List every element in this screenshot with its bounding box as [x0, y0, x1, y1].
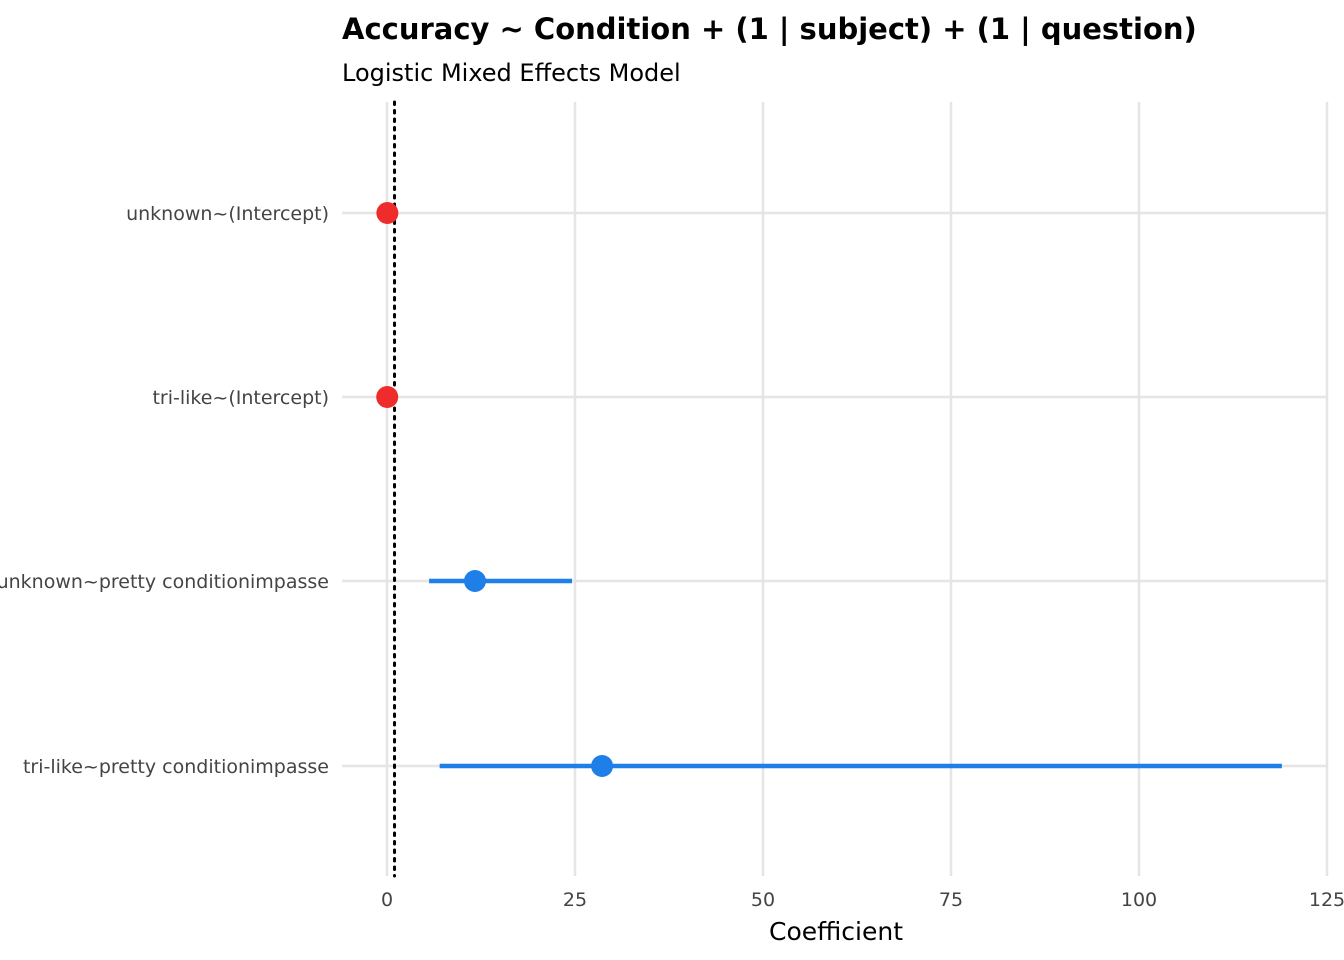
estimate-point	[376, 202, 399, 224]
y-tick-label: tri-like~(Intercept)	[152, 387, 329, 409]
chart-subtitle: Logistic Mixed Effects Model	[342, 59, 681, 87]
estimate-point	[376, 386, 399, 408]
x-tick-label: 100	[1121, 889, 1157, 911]
grid-layer	[342, 102, 1329, 876]
chart-title: Accuracy ~ Condition + (1 | subject) + (…	[342, 12, 1197, 46]
x-tick-label: 125	[1309, 889, 1344, 911]
y-tick-label: tri-like~pretty conditionimpasse	[23, 756, 329, 778]
x-tick-label: 0	[381, 889, 393, 911]
x-tick-labels: 0 25 50 75 100 125	[381, 889, 1344, 911]
x-axis-title: Coefficient	[769, 917, 903, 946]
x-tick-label: 25	[563, 889, 587, 911]
y-tick-label: unknown~pretty conditionimpasse	[0, 571, 329, 593]
x-tick-label: 50	[751, 889, 775, 911]
y-tick-label: unknown~(Intercept)	[126, 203, 329, 225]
x-tick-label: 75	[939, 889, 963, 911]
estimate-point	[591, 755, 614, 777]
mark-layer	[376, 202, 1282, 777]
y-tick-labels: unknown~(Intercept) tri-like~(Intercept) u…	[0, 203, 329, 778]
estimate-point	[463, 570, 486, 592]
